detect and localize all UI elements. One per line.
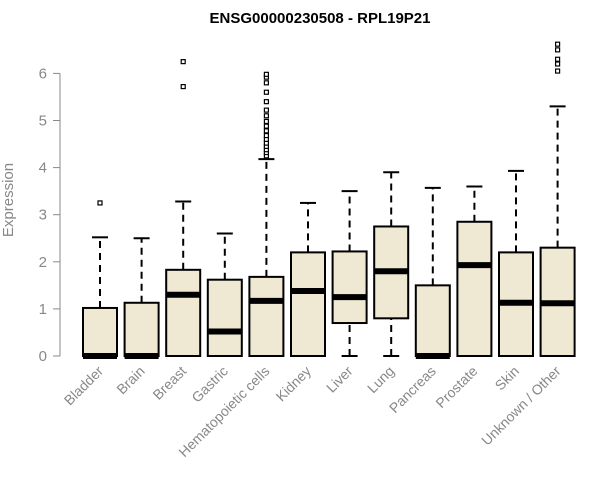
iqr-box — [123, 301, 160, 358]
iqr-box — [456, 220, 493, 357]
x-tick-label: Breast — [149, 363, 189, 403]
iqr-box — [331, 250, 368, 325]
y-tick-label: 0 — [39, 348, 47, 365]
y-tick-label: 1 — [39, 301, 47, 318]
outlier-point — [180, 59, 186, 65]
iqr-box — [414, 284, 451, 358]
outlier-point — [97, 200, 103, 206]
iqr-box — [206, 278, 243, 357]
outlier-point — [554, 68, 561, 74]
chart-title: ENSG00000230508 - RPL19P21 — [210, 10, 431, 27]
y-tick-label: 2 — [39, 254, 47, 271]
outlier-point — [263, 132, 269, 139]
outlier-point — [263, 128, 269, 134]
box-unknown-other — [539, 41, 576, 357]
x-tick-label: Liver — [323, 363, 356, 396]
box-kidney — [290, 201, 326, 358]
iqr-box — [248, 275, 285, 358]
y-tick-label: 6 — [39, 65, 47, 82]
box-lung — [373, 171, 410, 357]
y-axis-label: Expression — [0, 163, 17, 237]
x-tick-label: Unknown / Other — [478, 363, 564, 449]
x-tick-label: Kidney — [273, 363, 315, 405]
outlier-point — [263, 99, 269, 105]
outlier-point — [263, 123, 269, 129]
outlier-point — [263, 113, 269, 119]
box-hematopoietic-cells — [248, 71, 285, 358]
box-bladder — [82, 200, 118, 359]
box-skin — [498, 169, 534, 358]
boxes-group — [82, 41, 576, 359]
box-breast — [165, 59, 202, 358]
box-pancreas — [414, 186, 451, 359]
outlier-point — [180, 83, 186, 90]
y-axis: 0 1 2 3 4 5 6 — [39, 65, 61, 365]
iqr-box — [82, 306, 118, 358]
y-tick-label: 5 — [39, 113, 47, 130]
x-tick-label: Brain — [113, 363, 147, 397]
outlier-point — [554, 61, 561, 67]
iqr-box — [290, 251, 326, 358]
y-tick-label: 4 — [39, 160, 47, 177]
box-brain — [123, 237, 160, 359]
outlier-point — [263, 118, 269, 125]
outlier-point — [263, 89, 269, 95]
y-tick-label: 3 — [39, 207, 47, 224]
outlier-point — [554, 41, 561, 47]
x-tick-label: Lung — [364, 363, 397, 396]
outlier-point — [263, 80, 269, 86]
outlier-point — [263, 107, 269, 113]
box-prostate — [456, 185, 493, 357]
x-tick-label: Skin — [492, 363, 523, 394]
outlier-point — [263, 71, 269, 77]
iqr-box — [165, 268, 202, 358]
outlier-point — [554, 47, 561, 53]
outlier-point — [554, 56, 561, 62]
x-tick-label: Bladder — [61, 363, 107, 409]
box-liver — [331, 190, 368, 357]
x-tick-label: Prostate — [432, 363, 480, 411]
box-gastric — [206, 232, 243, 357]
